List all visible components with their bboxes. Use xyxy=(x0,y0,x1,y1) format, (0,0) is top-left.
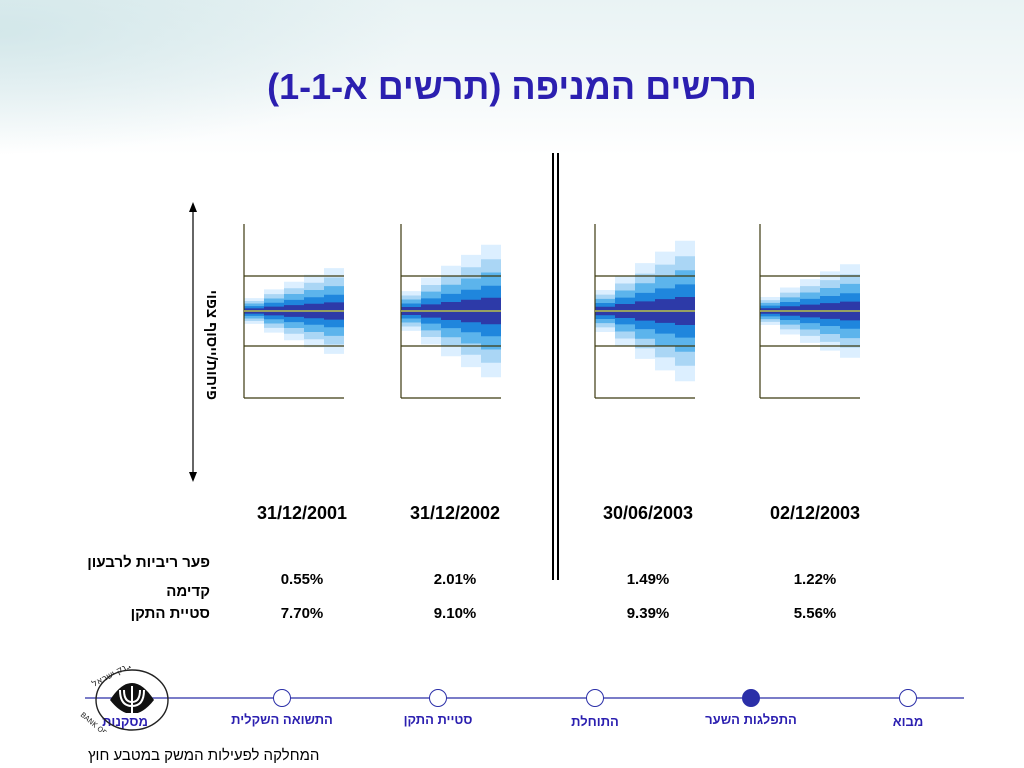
cell-std-dev-2001: 7.70% xyxy=(280,605,324,622)
cell-std-dev-2002: 9.10% xyxy=(433,605,477,622)
row-label-std-dev: סטיית התקן xyxy=(130,605,210,622)
nav-item-label[interactable]: סטיית התקן xyxy=(403,712,473,727)
nav-dot[interactable] xyxy=(273,689,291,707)
nav-dot[interactable] xyxy=(586,689,604,707)
date-label-2003-12: 02/12/2003 xyxy=(769,503,861,523)
date-label-2001: 31/12/2001 xyxy=(256,503,348,523)
nav-dot[interactable] xyxy=(899,689,917,707)
arrow-head-down xyxy=(189,472,197,482)
footer-department: המחלקה לפעילות המשק במטבע חוץ xyxy=(88,747,320,764)
cell-rate-diff-2003-06: 1.49% xyxy=(626,571,670,588)
header-background xyxy=(0,0,1024,155)
y-axis-label: פיחות/ייסוף צפוי xyxy=(203,290,220,400)
cell-std-dev-2003-12: 5.56% xyxy=(793,605,837,622)
nav-item-label[interactable]: התוחלת xyxy=(571,714,619,729)
nav-dot[interactable] xyxy=(742,689,760,707)
bank-of-israel-logo: בנק ישראל BANK OF ISRAEL xyxy=(79,661,170,754)
nav-item-label[interactable]: מבוא xyxy=(892,714,924,729)
cell-std-dev-2003-06: 9.39% xyxy=(626,605,670,622)
page-title: תרשים המניפה (תרשים א-1-1) xyxy=(267,66,757,107)
cell-rate-diff-2003-12: 1.22% xyxy=(793,571,837,588)
nav-item-label[interactable]: התשואה השקלית xyxy=(231,712,333,727)
date-label-2002: 31/12/2002 xyxy=(409,503,501,523)
nav-item-label[interactable]: התפלגות השער xyxy=(705,712,797,727)
arrow-head-up xyxy=(189,202,197,212)
date-label-2003-06: 30/06/2003 xyxy=(602,503,694,523)
nav-dot[interactable] xyxy=(429,689,447,707)
row-label-rate-diff: פער ריביות לרבעון קדימה xyxy=(87,554,210,600)
cell-rate-diff-2002: 2.01% xyxy=(433,571,477,588)
cell-rate-diff-2001: 0.55% xyxy=(280,571,324,588)
